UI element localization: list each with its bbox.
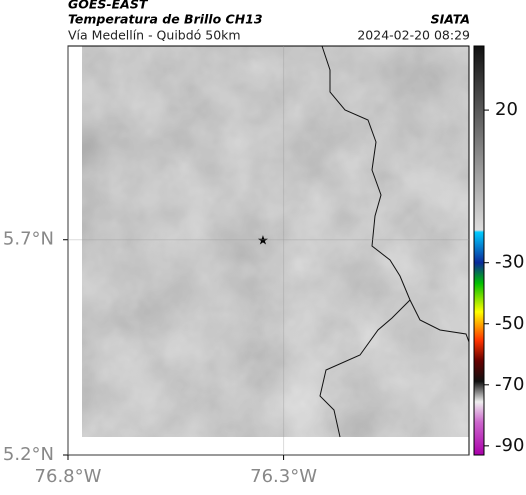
star-marker: ★ (257, 234, 269, 249)
colorbar-tick-label: -90 (495, 435, 524, 456)
timestamp: 2024-02-20 08:29 (357, 28, 470, 43)
route: Vía Medellín - Quibdó 50km (68, 28, 241, 43)
borders (319, 45, 470, 438)
lat-tick-label: 5.7°N (3, 229, 54, 250)
subtitle: Temperatura de Brillo CH13 (68, 12, 263, 27)
title: GOES-EAST (68, 0, 149, 12)
image-shade (82, 46, 469, 437)
colorbar-tick-label: 20 (495, 99, 518, 120)
lon-tick-label: 76.3°W (250, 466, 317, 487)
colorbar-tick-label: -70 (495, 374, 524, 395)
colorbar-tick-label: -50 (495, 313, 524, 334)
lon-tick-label: 76.8°W (35, 466, 102, 487)
colorbar (473, 45, 485, 456)
lat-tick-label: 5.2°N (3, 444, 54, 465)
source: SIATA (431, 12, 470, 27)
colorbar-tick-label: -30 (495, 252, 524, 273)
map-frame (67, 45, 470, 456)
